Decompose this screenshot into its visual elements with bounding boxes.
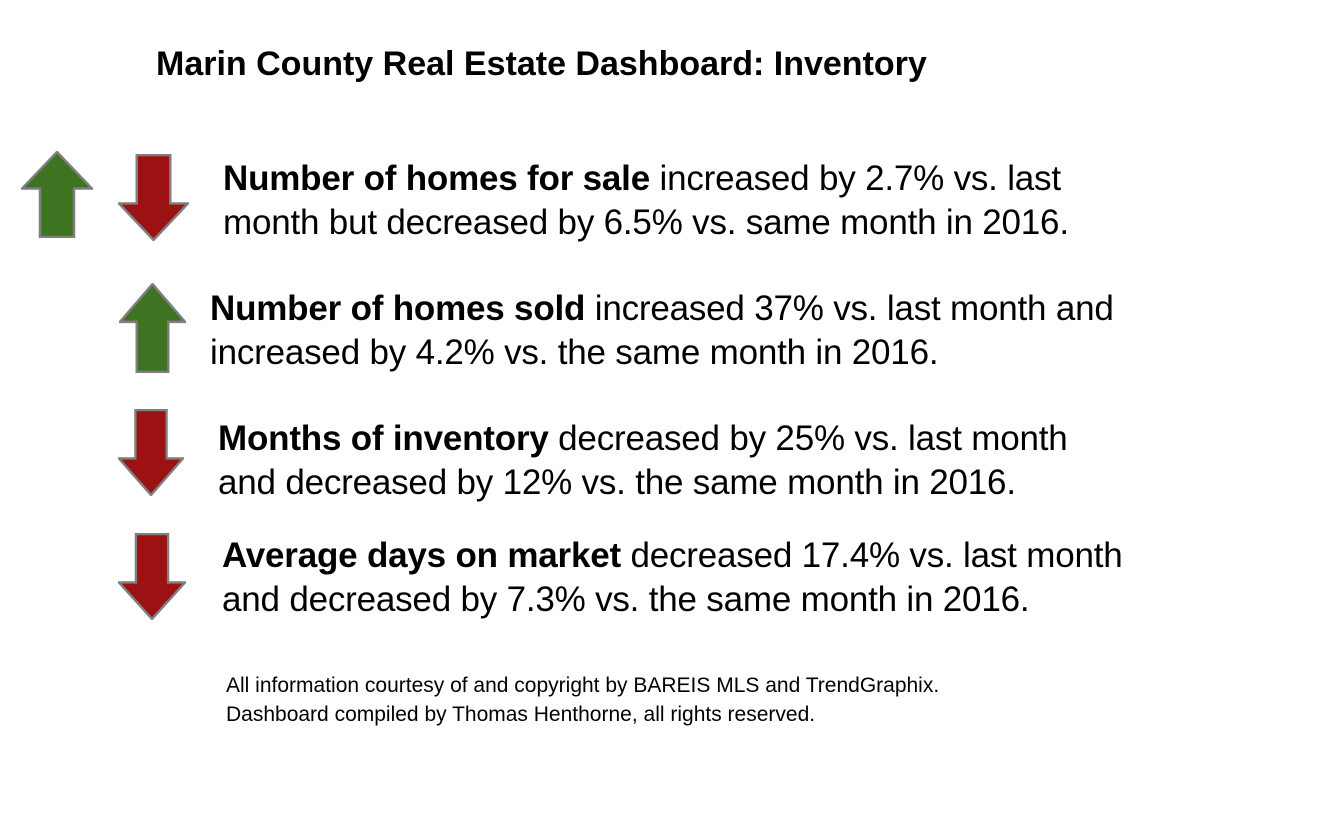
down-arrow-icon bbox=[118, 533, 186, 620]
metric-text: increased 37% vs. last month and bbox=[585, 289, 1114, 328]
metric-months-of-inventory: Months of inventory decreased by 25% vs.… bbox=[218, 417, 1068, 505]
attribution-footer: All information courtesy of and copyrigh… bbox=[226, 671, 939, 729]
attribution-line: Dashboard compiled by Thomas Henthorne, … bbox=[226, 703, 816, 726]
metric-line: and decreased by 7.3% vs. the same month… bbox=[222, 580, 1030, 619]
metric-text: increased by 2.7% vs. last bbox=[649, 159, 1061, 198]
up-arrow-icon bbox=[21, 151, 93, 238]
down-arrow-icon bbox=[118, 409, 184, 496]
metric-line: Average days on market decreased 17.4% v… bbox=[222, 534, 1123, 578]
metric-name: Average days on market bbox=[222, 536, 621, 575]
metric-text: decreased by 25% vs. last month bbox=[548, 419, 1068, 458]
attribution-line: All information courtesy of and copyrigh… bbox=[226, 674, 940, 697]
metric-line: and decreased by 12% vs. the same month … bbox=[218, 463, 1016, 502]
metric-name: Number of homes sold bbox=[210, 289, 586, 328]
metric-name: Number of homes for sale bbox=[223, 159, 650, 198]
metric-homes-sold: Number of homes sold increased 37% vs. l… bbox=[210, 287, 1114, 375]
metric-line: Number of homes for sale increased by 2.… bbox=[223, 157, 1069, 201]
metric-text: decreased 17.4% vs. last month bbox=[620, 536, 1123, 575]
metric-line: month but decreased by 6.5% vs. same mon… bbox=[223, 203, 1069, 242]
metric-line: increased by 4.2% vs. the same month in … bbox=[210, 333, 939, 372]
metric-homes-for-sale: Number of homes for sale increased by 2.… bbox=[223, 157, 1069, 245]
page-title: Marin County Real Estate Dashboard: Inve… bbox=[156, 44, 927, 83]
metric-average-days-on-market: Average days on market decreased 17.4% v… bbox=[222, 534, 1123, 622]
metric-name: Months of inventory bbox=[218, 419, 549, 458]
down-arrow-icon bbox=[118, 154, 189, 241]
up-arrow-icon bbox=[119, 283, 186, 373]
metric-line: Months of inventory decreased by 25% vs.… bbox=[218, 417, 1068, 461]
metric-line: Number of homes sold increased 37% vs. l… bbox=[210, 287, 1114, 331]
